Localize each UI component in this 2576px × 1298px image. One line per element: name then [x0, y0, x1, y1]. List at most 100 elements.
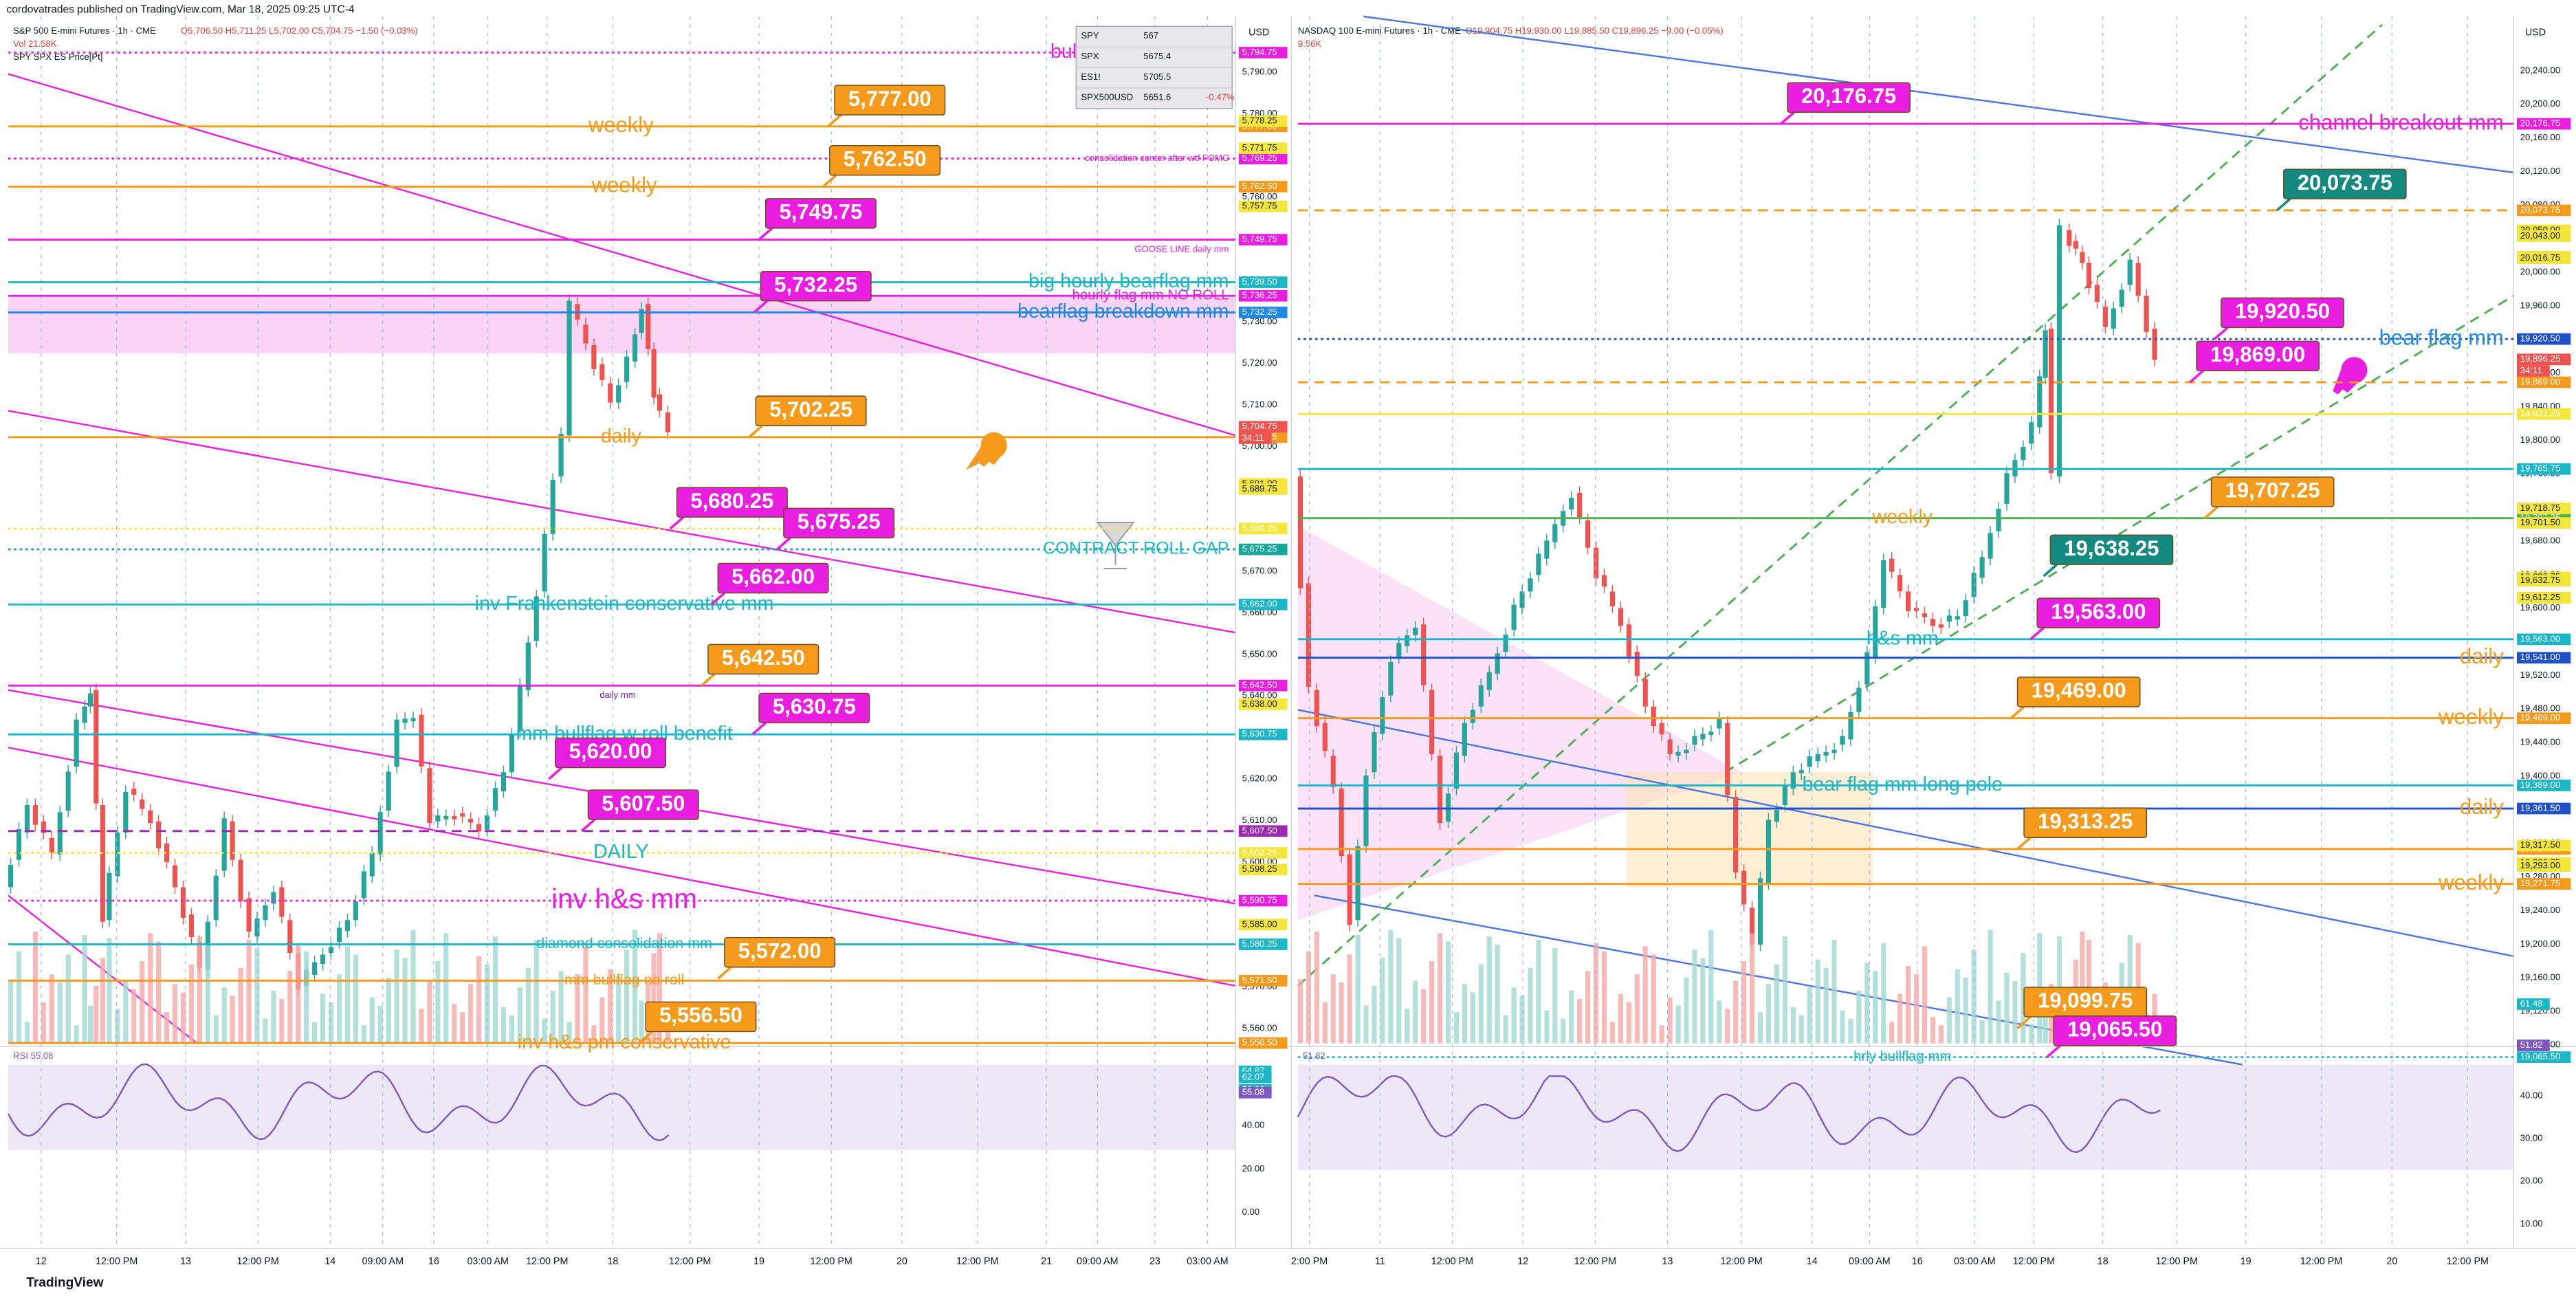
y-tick-label: 5,730.00 [1242, 316, 1277, 327]
rsi-tick-label: 40.00 [2520, 1090, 2543, 1100]
box-pointer [822, 174, 837, 188]
candle [1569, 498, 1574, 509]
level-note: channel breakout mm [2298, 110, 2504, 134]
level-note: inv h&s mm [551, 883, 697, 914]
y-tick-label: 19,520.00 [2520, 670, 2560, 680]
volume-bar [1330, 974, 1336, 1044]
candle [484, 815, 490, 830]
volume-bar [246, 939, 252, 1044]
candle [591, 344, 597, 369]
level-note: weekly [2438, 870, 2504, 894]
candle [100, 805, 105, 922]
candle [2111, 308, 2116, 329]
price-box [2053, 1015, 2177, 1046]
volume-bar [131, 989, 137, 1044]
candle [639, 309, 644, 333]
x-tick-label: 03:00 AM [1187, 1256, 1229, 1267]
candle [1519, 591, 1525, 608]
candle [1380, 697, 1385, 734]
volume-bar [476, 956, 482, 1044]
y-tick-label: 19,440.00 [2520, 737, 2560, 747]
price-tag-label: 5,739.50 [1242, 276, 1277, 287]
candle [435, 815, 441, 822]
price-tag [2516, 1051, 2571, 1063]
volume-bar [148, 933, 153, 1044]
price-box [760, 270, 872, 302]
price-box [829, 145, 941, 176]
price-box [587, 789, 699, 820]
rsi-band [8, 1064, 1236, 1150]
volume-bar [1659, 1025, 1664, 1044]
x-tick-label: 20 [2386, 1256, 2397, 1267]
price-tag-label: 55.08 [1242, 1087, 1265, 1097]
candle [123, 791, 129, 833]
candle [1889, 558, 1895, 572]
candle [1774, 810, 1780, 822]
volume-bar [542, 1018, 547, 1044]
price-tag [2516, 353, 2571, 366]
price-box-label: 5,630.75 [773, 694, 856, 718]
candle [1642, 679, 1648, 707]
candle [1790, 772, 1796, 789]
candle [1930, 619, 1936, 626]
x-tick-label: 12:00 PM [237, 1256, 279, 1267]
price-tag [2516, 333, 2571, 345]
price-tag [1238, 864, 1288, 876]
price-box-label: 19,065.50 [2067, 1018, 2162, 1042]
price-tag-label: 5,571.50 [1242, 975, 1277, 985]
candle [533, 596, 539, 641]
x-tick-label: 12:00 PM [956, 1256, 998, 1267]
volume-bar [100, 958, 105, 1044]
volume-bar [1684, 977, 1689, 1044]
candle [1478, 685, 1484, 707]
x-tick-label: 23 [1149, 1256, 1160, 1267]
price-tag-label: 19,612.25 [2520, 592, 2560, 602]
candle [550, 479, 555, 534]
x-tick-label: 13 [1662, 1256, 1673, 1267]
y-tick-label: 5,710.00 [1242, 399, 1277, 409]
price-tag [1238, 918, 1288, 931]
volume-bar [336, 974, 342, 1044]
volume-bar [1609, 1022, 1616, 1044]
price-tag-label: 5,762.50 [1242, 181, 1277, 191]
level-note: weekly [591, 173, 657, 197]
candle [254, 918, 260, 937]
watchlist-cell: 567 [1143, 30, 1158, 41]
candle [1421, 624, 1427, 685]
y-tick-label: 20,240.00 [2520, 65, 2560, 75]
volume-bar [1593, 943, 1599, 1044]
price-tag-label: 19,869.00 [2520, 377, 2560, 387]
price-tag-label: 20,073.75 [2520, 204, 2560, 214]
volume-bar [320, 993, 326, 1044]
rsi-tick-label: 30.00 [2520, 1133, 2543, 1143]
watchlist-cell: 5675.4 [1143, 51, 1171, 61]
y-tick-label: 19,240.00 [2520, 905, 2560, 915]
candle [1330, 756, 1336, 787]
box-pointer [2043, 563, 2058, 578]
candle [2056, 225, 2062, 477]
volume-bar [1396, 938, 1402, 1044]
volume-bar [172, 984, 178, 1044]
level-note: weekly [1871, 506, 1933, 528]
price-tag-label: 19,541.00 [2520, 652, 2560, 662]
price-box-label: 19,469.00 [2032, 679, 2126, 703]
price-tag [1238, 598, 1288, 610]
level-note: mm bullflag no roll [564, 971, 684, 988]
price-box-label: 5,620.00 [569, 739, 652, 763]
volume-bar [657, 933, 663, 1044]
price-box-label: 5,572.00 [738, 938, 822, 962]
zone [8, 296, 1236, 353]
price-box-label: 19,313.25 [2038, 809, 2133, 833]
price-tag [1238, 1037, 1288, 1049]
volume-bar [16, 951, 22, 1044]
candle [1577, 492, 1583, 518]
price-tag [1238, 421, 1288, 433]
price-tag-label: 20,043.00 [2520, 230, 2560, 241]
candle [583, 324, 588, 344]
price-box-label: 5,642.50 [722, 646, 805, 670]
price-box-label: 19,920.50 [2235, 299, 2330, 323]
volume-bar [1757, 1012, 1763, 1044]
volume-bar [1873, 971, 1878, 1044]
price-tag-label: 20,176.75 [2520, 118, 2560, 129]
